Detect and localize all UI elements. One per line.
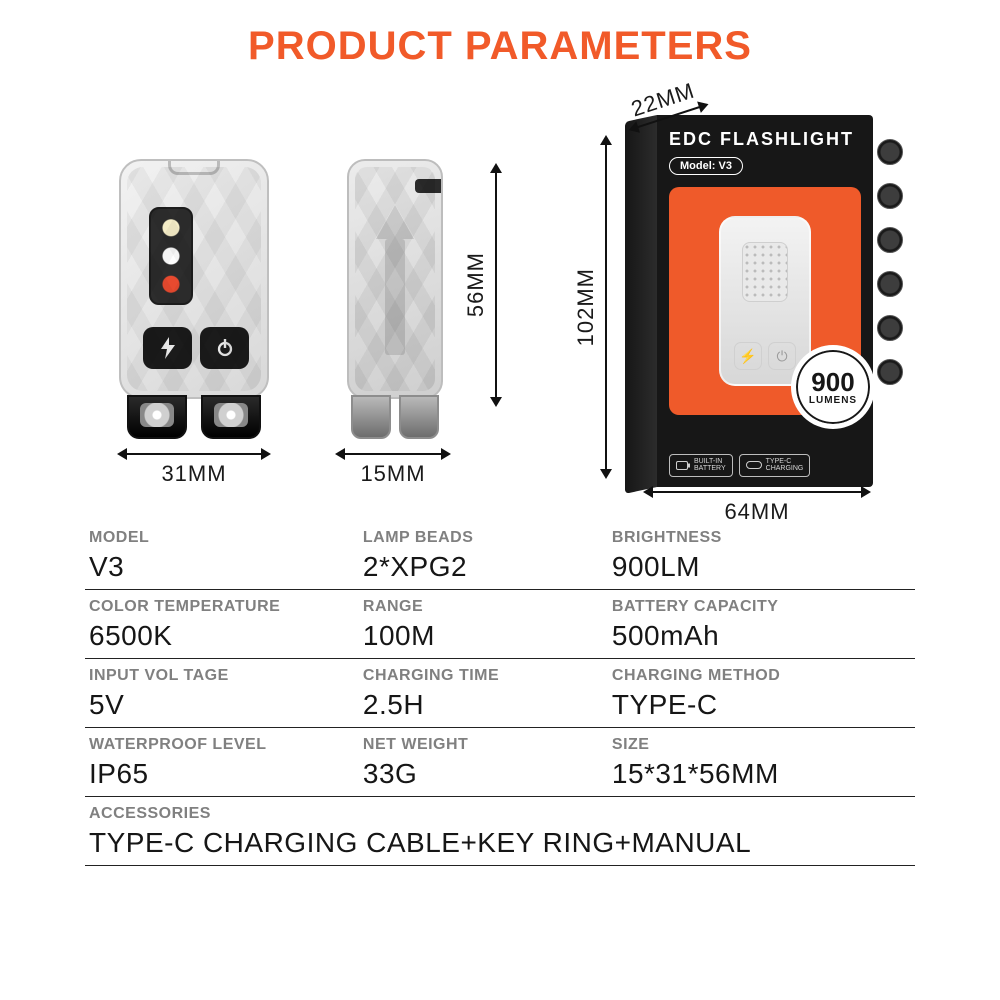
dim-front-width-31: 31MM bbox=[119, 453, 269, 487]
spec-cell: SIZE 15*31*56MM bbox=[608, 728, 915, 796]
dim-box-width-64: 64MM bbox=[645, 491, 869, 525]
spec-label: CHARGING METHOD bbox=[612, 667, 911, 685]
bolt-button-icon bbox=[143, 327, 192, 369]
spec-cell: LAMP BEADS 2*XPG2 bbox=[359, 521, 608, 589]
lens-right bbox=[201, 395, 261, 439]
box-flashlight-art: ⚡ ⏻ bbox=[719, 216, 811, 386]
flashlight-front-body bbox=[119, 159, 269, 399]
spec-value: 100M bbox=[363, 620, 604, 652]
feature-icon bbox=[877, 315, 903, 341]
flashlight-front bbox=[119, 159, 269, 439]
spec-label: MODEL bbox=[89, 529, 355, 547]
flashlight-back bbox=[347, 159, 443, 439]
dim-label: 56MM bbox=[463, 252, 489, 317]
spec-row: INPUT VOL TAGE 5V CHARGING TIME 2.5H CHA… bbox=[85, 659, 915, 728]
side-led-panel bbox=[149, 207, 193, 305]
dim-back-width-15: 15MM bbox=[337, 453, 449, 487]
spec-value: TYPE-C CHARGING CABLE+KEY RING+MANUAL bbox=[89, 827, 911, 859]
box-side-panel bbox=[625, 115, 657, 494]
button-row bbox=[143, 327, 249, 369]
feature-icon bbox=[877, 139, 903, 165]
flashlight-lenses bbox=[119, 395, 269, 439]
typec-chip: TYPE-CCHARGING bbox=[739, 454, 811, 477]
dim-label: 15MM bbox=[360, 461, 425, 487]
mini-power-icon: ⏻ bbox=[768, 342, 796, 370]
spec-cell: CHARGING TIME 2.5H bbox=[359, 659, 608, 727]
feature-icon bbox=[877, 227, 903, 253]
spec-row: WATERPROOF LEVEL IP65 NET WEIGHT 33G SIZ… bbox=[85, 728, 915, 797]
spec-cell: INPUT VOL TAGE 5V bbox=[85, 659, 359, 727]
box-feature-icons bbox=[877, 139, 903, 385]
arrow-engraving-icon bbox=[376, 205, 414, 355]
spec-row: COLOR TEMPERATURE 6500K RANGE 100M BATTE… bbox=[85, 590, 915, 659]
spec-value: 900LM bbox=[612, 551, 911, 583]
spec-value: 2.5H bbox=[363, 689, 604, 721]
power-button-icon bbox=[200, 327, 249, 369]
spec-label: BATTERY CAPACITY bbox=[612, 598, 911, 616]
battery-chip: BUILT-INBATTERY bbox=[669, 454, 733, 477]
spec-value: 6500K bbox=[89, 620, 355, 652]
spec-label: NET WEIGHT bbox=[363, 736, 604, 754]
spec-table: MODEL V3 LAMP BEADS 2*XPG2 BRIGHTNESS 90… bbox=[85, 521, 915, 866]
spec-value: 500mAh bbox=[612, 620, 911, 652]
box-model-badge: Model: V3 bbox=[669, 157, 743, 175]
spec-label: INPUT VOL TAGE bbox=[89, 667, 355, 685]
flashlight-back-body bbox=[347, 159, 443, 399]
spec-cell: NET WEIGHT 33G bbox=[359, 728, 608, 796]
lens-back-right bbox=[399, 395, 439, 439]
box-footer-chips: BUILT-INBATTERY TYPE-CCHARGING bbox=[669, 454, 810, 477]
dim-label: 31MM bbox=[161, 461, 226, 487]
spec-cell: ACCESSORIES TYPE-C CHARGING CABLE+KEY RI… bbox=[85, 797, 915, 865]
spec-value: V3 bbox=[89, 551, 355, 583]
spec-row-accessories: ACCESSORIES TYPE-C CHARGING CABLE+KEY RI… bbox=[85, 797, 915, 866]
lanyard-loop bbox=[168, 159, 220, 175]
box-front-panel: EDC FLASHLIGHT Model: V3 ⚡ ⏻ 900 LUMENS bbox=[657, 115, 873, 487]
lumen-number: 900 bbox=[811, 369, 854, 395]
box-title: EDC FLASHLIGHT bbox=[669, 129, 861, 150]
spec-cell: CHARGING METHOD TYPE-C bbox=[608, 659, 915, 727]
spec-cell: COLOR TEMPERATURE 6500K bbox=[85, 590, 359, 658]
spec-value: 2*XPG2 bbox=[363, 551, 604, 583]
spec-value: IP65 bbox=[89, 758, 355, 790]
spec-value: 5V bbox=[89, 689, 355, 721]
page-title: PRODUCT PARAMETERS bbox=[85, 24, 915, 69]
spec-label: BRIGHTNESS bbox=[612, 529, 911, 547]
usb-port-icon bbox=[415, 179, 443, 193]
feature-icon bbox=[877, 359, 903, 385]
package-box: EDC FLASHLIGHT Model: V3 ⚡ ⏻ 900 LUMENS bbox=[625, 115, 873, 487]
spec-value: TYPE-C bbox=[612, 689, 911, 721]
spec-value: 33G bbox=[363, 758, 604, 790]
spec-label: ACCESSORIES bbox=[89, 805, 911, 823]
spec-label: LAMP BEADS bbox=[363, 529, 604, 547]
spec-value: 15*31*56MM bbox=[612, 758, 911, 790]
box-orange-panel: ⚡ ⏻ 900 LUMENS bbox=[669, 187, 861, 415]
spec-row: MODEL V3 LAMP BEADS 2*XPG2 BRIGHTNESS 90… bbox=[85, 521, 915, 590]
dim-box-height-102: 102MM bbox=[573, 137, 607, 477]
lumen-badge: 900 LUMENS bbox=[791, 345, 875, 429]
dim-height-56: 56MM bbox=[463, 165, 497, 405]
dim-label: 64MM bbox=[724, 499, 789, 525]
feature-icon bbox=[877, 183, 903, 209]
spec-label: CHARGING TIME bbox=[363, 667, 604, 685]
feature-icon bbox=[877, 271, 903, 297]
lumen-unit: LUMENS bbox=[809, 395, 857, 406]
product-illustration-row: EDC FLASHLIGHT Model: V3 ⚡ ⏻ 900 LUMENS bbox=[85, 81, 915, 521]
spec-cell: MODEL V3 bbox=[85, 521, 359, 589]
spec-label: COLOR TEMPERATURE bbox=[89, 598, 355, 616]
lens-back-left bbox=[351, 395, 391, 439]
flashlight-back-foot bbox=[347, 395, 443, 439]
dim-label: 102MM bbox=[573, 268, 599, 346]
spec-label: SIZE bbox=[612, 736, 911, 754]
mini-bolt-icon: ⚡ bbox=[734, 342, 762, 370]
spec-cell: BRIGHTNESS 900LM bbox=[608, 521, 915, 589]
spec-label: RANGE bbox=[363, 598, 604, 616]
spec-label: WATERPROOF LEVEL bbox=[89, 736, 355, 754]
spec-cell: BATTERY CAPACITY 500mAh bbox=[608, 590, 915, 658]
lens-left bbox=[127, 395, 187, 439]
spec-cell: WATERPROOF LEVEL IP65 bbox=[85, 728, 359, 796]
spec-cell: RANGE 100M bbox=[359, 590, 608, 658]
